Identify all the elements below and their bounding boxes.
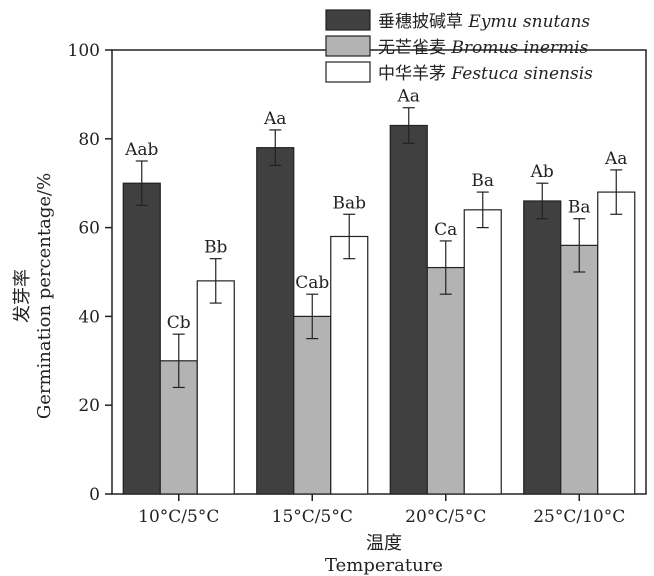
y-tick-label: 40 — [78, 307, 100, 327]
bar — [122, 182, 161, 495]
significance-label: Cb — [167, 313, 191, 333]
x-axis: 10°C/5°C 15°C/5°C 20°C/5°C 25°C/10°C — [138, 494, 625, 527]
legend-label: 无芒雀麦 Bromus inermis — [378, 38, 589, 58]
x-tick-label: 15°C/5°C — [272, 507, 353, 527]
significance-label: Ba — [568, 198, 591, 218]
legend-swatch — [325, 61, 371, 83]
legend-swatch — [325, 9, 371, 31]
significance-label: Ab — [530, 162, 554, 182]
bar — [196, 280, 235, 495]
y-tick-label: 0 — [89, 485, 100, 505]
y-tick-label: 100 — [68, 41, 100, 61]
bar — [560, 244, 599, 495]
bar — [293, 315, 332, 495]
bar — [389, 124, 428, 495]
significance-label: Bb — [204, 238, 227, 258]
x-tick-label: 20°C/5°C — [405, 507, 486, 527]
bar — [523, 200, 562, 495]
significance-label: Bab — [332, 193, 366, 213]
legend-label: 垂穗披碱草 Eymu snutans — [378, 12, 590, 32]
significance-label: Ba — [471, 171, 494, 191]
legend-swatch — [325, 35, 371, 57]
legend-label: 中华羊茅 Festuca sinensis — [378, 64, 593, 84]
bar — [330, 235, 369, 495]
bar — [426, 266, 465, 495]
significance-label: Cab — [295, 273, 329, 293]
significance-label: Aa — [604, 149, 627, 169]
significance-label: Aa — [397, 87, 420, 107]
y-tick-label: 80 — [78, 130, 100, 150]
significance-label: Ca — [434, 220, 457, 240]
plot-frame — [111, 49, 647, 495]
legend: 垂穗披碱草 Eymu snutans 无芒雀麦 Bromus inermis 中华羊… — [325, 9, 593, 84]
y-tick-label: 20 — [78, 396, 100, 416]
plot-area — [111, 49, 647, 495]
bar — [256, 147, 295, 495]
y-axis-title: Germination percentage/% — [34, 173, 55, 419]
significance-label: Aab — [124, 140, 158, 160]
significance-label: Aa — [263, 109, 286, 129]
x-axis-title-cn: 温度 — [366, 533, 402, 554]
y-axis-title-cn: 发芽率 — [12, 269, 33, 323]
x-axis-title: Temperature — [325, 555, 443, 576]
x-tick-label: 25°C/10°C — [533, 507, 625, 527]
bar — [463, 209, 502, 495]
x-tick-label: 10°C/5°C — [138, 507, 219, 527]
y-tick-label: 60 — [78, 219, 100, 239]
y-axis: 0 20 40 60 80 100 — [68, 41, 112, 505]
bar — [597, 191, 636, 495]
bars: Aab Cb Bb Aa Cab Bab Aa Ca Ba Ab Ba Aa — [122, 87, 636, 495]
